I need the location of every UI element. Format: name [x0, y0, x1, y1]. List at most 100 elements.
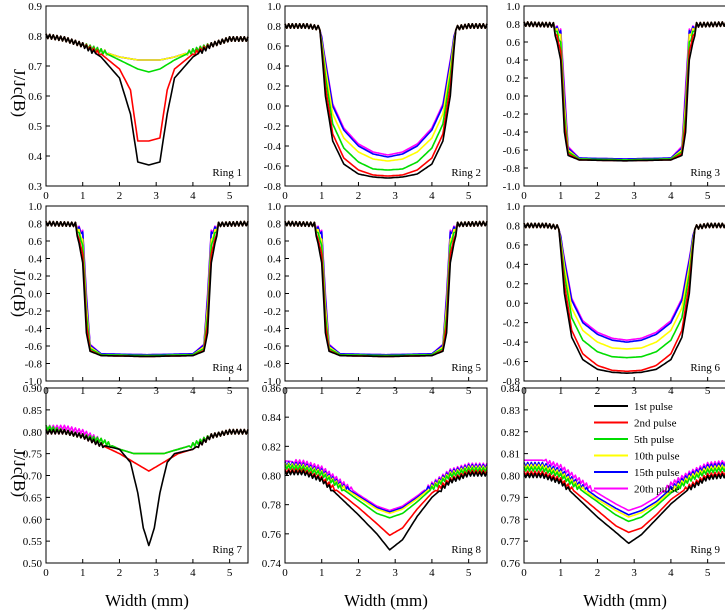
panel-ring-3: -1.0 -0.8 -0.6 -0.4 -0.2 0.0 0.2 0.4 0.6 0.8 1.0 0 1…: [503, 1, 725, 202]
series-line-1st-pulse: [45, 33, 249, 166]
y-tick-label: 0.8: [506, 19, 520, 31]
ring-label: Ring 7: [212, 544, 242, 556]
x-tick-label: 1: [319, 567, 325, 579]
x-tick-label: 0: [282, 190, 288, 202]
plot-frame: [284, 5, 488, 187]
y-tick-label: 0.83: [501, 405, 521, 417]
y-tick-label: 0.4: [506, 259, 520, 271]
y-tick-label: 0.79: [501, 492, 521, 504]
series-line-2nd-pulse: [45, 33, 249, 142]
y-tick-label: 0.74: [262, 558, 282, 570]
legend-entry: 2nd pulse: [634, 418, 677, 430]
series-line-5th-pulse: [45, 33, 249, 73]
x-tick-label: 3: [392, 190, 398, 202]
y-tick-label: 0.0: [28, 289, 42, 301]
y-tick-label: 0.78: [262, 500, 282, 512]
x-tick-label: 3: [631, 385, 637, 397]
x-tick-label: 2: [117, 190, 123, 202]
y-tick-label: 0.2: [267, 81, 281, 93]
ring-label: Ring 2: [451, 167, 481, 179]
y-tick-label: 0.84: [262, 412, 282, 424]
x-tick-label: 1: [558, 385, 564, 397]
panel-ring-7: 0.50 0.55 0.60 0.65 0.70 0.75 0.80 0.85 0.90 0 1 2 3…: [23, 383, 249, 579]
series-line-5th-pulse: [284, 22, 488, 171]
y-tick-label: 0.4: [506, 55, 520, 67]
y-tick-label: 0.60: [23, 514, 43, 526]
y-tick-label: 0.4: [267, 254, 281, 266]
y-tick-label: 0.85: [23, 405, 43, 417]
plot-frame: [45, 387, 249, 564]
y-tick-label: -0.8: [503, 163, 521, 175]
series-line-10th-pulse: [45, 33, 249, 61]
x-tick-label: 4: [668, 385, 674, 397]
series-line-1st-pulse: [523, 472, 725, 545]
y-tick-label: 0.0: [267, 101, 281, 113]
y-tick-label: 0.6: [506, 240, 520, 252]
legend: 1st pulse 2nd pulse 5th pulse 10th pulse 15t…: [594, 401, 680, 496]
series-line-5th-pulse: [523, 465, 725, 523]
y-tick-label: 0.65: [23, 492, 43, 504]
y-tick-label: 0.81: [501, 449, 520, 461]
y-tick-label: -0.2: [264, 306, 281, 318]
series-line-20th-pulse: [284, 22, 488, 156]
y-tick-label: 0.90: [23, 383, 43, 395]
plot-frame: [45, 5, 249, 187]
y-tick-label: 0.86: [262, 383, 282, 395]
series-line-10th-pulse: [284, 220, 488, 357]
panel-ring-8: 0.74 0.76 0.78 0.80 0.82 0.84 0.86 0 1 2 3 4 5 Ring 8: [262, 383, 488, 579]
ring-label: Ring 5: [451, 362, 481, 374]
y-tick-label: 1.0: [506, 1, 520, 13]
y-tick-label: -0.2: [503, 318, 520, 330]
y-tick-label: -0.6: [264, 341, 282, 353]
y-tick-label: 0.80: [262, 471, 282, 483]
y-tick-label: 0.2: [506, 73, 520, 85]
x-tick-label: 5: [705, 567, 711, 579]
y-tick-label: -0.4: [503, 337, 521, 349]
y-tick-label: 0.77: [501, 536, 521, 548]
x-axis-label-col-1: Width (mm): [105, 591, 189, 610]
y-tick-label: 0.6: [28, 91, 42, 103]
x-tick-label: 4: [429, 190, 435, 202]
x-tick-label: 0: [43, 567, 49, 579]
y-tick-label: 1.0: [267, 201, 281, 213]
series-line-15th-pulse: [523, 21, 725, 160]
series-line-20th-pulse: [523, 21, 725, 160]
y-tick-label: -1.0: [503, 181, 521, 193]
series-line-20th-pulse: [45, 33, 249, 61]
series-line-15th-pulse: [523, 222, 725, 343]
x-tick-label: 1: [80, 567, 86, 579]
y-tick-label: -1.0: [264, 376, 282, 388]
x-tick-label: 1: [319, 190, 325, 202]
x-tick-label: 2: [117, 567, 123, 579]
series-line-1st-pulse: [45, 220, 249, 358]
series-line-2nd-pulse: [523, 21, 725, 162]
ring-label: Ring 4: [212, 362, 242, 374]
y-tick-label: 0.0: [267, 289, 281, 301]
series-line-20th-pulse: [45, 424, 249, 455]
x-tick-label: 3: [392, 567, 398, 579]
series-line-15th-pulse: [284, 220, 488, 356]
y-tick-label: -0.2: [25, 306, 42, 318]
y-tick-label: 1.0: [28, 201, 42, 213]
y-tick-label: 0.78: [501, 514, 521, 526]
x-tick-label: 5: [466, 385, 472, 397]
series-line-1st-pulse: [45, 428, 249, 547]
series-line-15th-pulse: [45, 220, 249, 356]
y-tick-label: 0.84: [501, 383, 521, 395]
x-tick-label: 5: [466, 190, 472, 202]
panel-ring-6: -0.8-0.6-0.4-0.20.00.20.40.60.81.00 1 2 3 4 5…: [503, 201, 725, 397]
y-axis-label-row-2: J/Jc(B): [10, 269, 29, 317]
y-tick-label: -0.4: [264, 324, 282, 336]
series-line-15th-pulse: [45, 33, 249, 61]
x-tick-label: 3: [392, 385, 398, 397]
y-tick-label: 0.76: [501, 558, 521, 570]
x-tick-label: 1: [558, 567, 564, 579]
y-tick-label: 0.76: [262, 529, 282, 541]
legend-entry: 10th pulse: [634, 451, 680, 463]
y-tick-label: 1.0: [506, 201, 520, 213]
x-tick-label: 2: [356, 567, 362, 579]
x-tick-label: 1: [80, 190, 86, 202]
x-tick-label: 4: [190, 567, 196, 579]
x-axis-label-col-2: Width (mm): [344, 591, 428, 610]
